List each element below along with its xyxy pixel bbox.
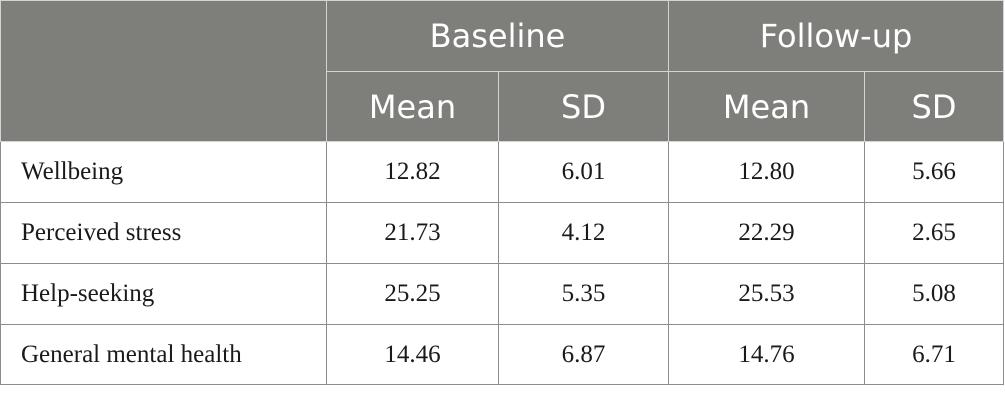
cell-baseline-sd: 6.01 — [497, 141, 670, 203]
table-header: Baseline Follow-up Mean SD Mean SD — [0, 0, 1005, 142]
group-header-baseline: Baseline — [325, 0, 670, 72]
cell-follow-up-mean: 25.53 — [668, 263, 866, 325]
table-row: Perceived stress 21.73 4.12 22.29 2.65 — [0, 202, 1005, 264]
sub-header-baseline-sd: SD — [497, 71, 670, 142]
group-header-follow-up: Follow-up — [668, 0, 1005, 72]
table-row: Wellbeing 12.82 6.01 12.80 5.66 — [0, 141, 1005, 203]
row-label: General mental health — [0, 324, 327, 385]
cell-follow-up-sd: 6.71 — [864, 324, 1005, 385]
group-header-row: Baseline Follow-up — [0, 0, 1005, 142]
table-row: General mental health 14.46 6.87 14.76 6… — [0, 324, 1005, 385]
corner-header-cell — [0, 0, 327, 142]
sub-header-row: Mean SD Mean SD — [1, 71, 1005, 142]
row-label: Perceived stress — [0, 202, 327, 264]
cell-follow-up-mean: 12.80 — [668, 141, 866, 203]
stats-table: Baseline Follow-up Mean SD Mean SD Wellb… — [0, 0, 1005, 385]
row-label: Wellbeing — [0, 141, 327, 203]
sub-header-baseline-mean: Mean — [326, 71, 499, 142]
row-label: Help-seeking — [0, 263, 327, 325]
sub-header-follow-up-mean: Mean — [668, 71, 866, 142]
sub-header-follow-up-sd: SD — [864, 71, 1005, 142]
cell-baseline-sd: 5.35 — [497, 263, 670, 325]
table-body: Wellbeing 12.82 6.01 12.80 5.66 Perceive… — [0, 141, 1005, 385]
cell-baseline-mean: 25.25 — [326, 263, 499, 325]
cell-baseline-mean: 14.46 — [326, 324, 499, 385]
table-row: Help-seeking 25.25 5.35 25.53 5.08 — [0, 263, 1005, 325]
cell-baseline-sd: 4.12 — [497, 202, 670, 264]
cell-follow-up-sd: 5.66 — [864, 141, 1005, 203]
cell-follow-up-sd: 2.65 — [864, 202, 1005, 264]
cell-follow-up-mean: 22.29 — [668, 202, 866, 264]
cell-follow-up-mean: 14.76 — [668, 324, 866, 385]
cell-baseline-mean: 12.82 — [326, 141, 499, 203]
cell-follow-up-sd: 5.08 — [864, 263, 1005, 325]
cell-baseline-mean: 21.73 — [326, 202, 499, 264]
cell-baseline-sd: 6.87 — [497, 324, 670, 385]
